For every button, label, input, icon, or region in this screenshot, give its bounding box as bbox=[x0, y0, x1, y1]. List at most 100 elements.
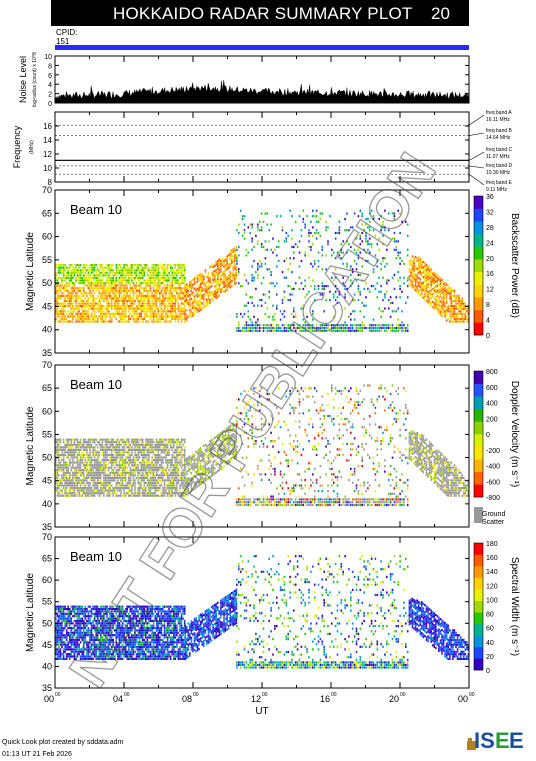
velocity-cell bbox=[76, 459, 79, 462]
velocity-cell bbox=[120, 448, 122, 451]
velocity-cell bbox=[124, 456, 127, 459]
power-cell bbox=[103, 299, 105, 303]
power-cell bbox=[300, 307, 303, 310]
velocity-cell bbox=[146, 451, 149, 454]
power-cell bbox=[323, 326, 325, 330]
power-cell bbox=[143, 297, 146, 300]
power-cell bbox=[291, 287, 293, 290]
power-cell bbox=[115, 284, 118, 287]
power-cell bbox=[165, 274, 167, 277]
velocity-cell bbox=[79, 481, 82, 485]
power-cell bbox=[176, 297, 178, 300]
power-cell bbox=[151, 302, 153, 305]
velocity-cell bbox=[106, 459, 108, 462]
power-cell bbox=[115, 294, 118, 297]
power-cell bbox=[62, 320, 65, 323]
power-cell bbox=[285, 326, 288, 330]
velocity-cell bbox=[128, 474, 130, 477]
velocity-cell bbox=[76, 443, 79, 446]
power-cell bbox=[445, 301, 448, 304]
velocity-cell bbox=[82, 489, 85, 492]
velocity-cell bbox=[81, 492, 83, 495]
power-cell bbox=[179, 294, 181, 297]
velocity-cell bbox=[137, 438, 139, 441]
power-cell bbox=[67, 266, 69, 269]
power-cell bbox=[86, 284, 88, 287]
velocity-cell bbox=[141, 489, 144, 492]
power-cell bbox=[293, 326, 295, 330]
power-cell bbox=[61, 264, 63, 267]
power-cell bbox=[453, 312, 456, 315]
power-cell bbox=[220, 275, 222, 278]
velocity-cell bbox=[187, 482, 190, 485]
power-cell bbox=[73, 294, 76, 297]
power-cell bbox=[308, 276, 310, 279]
power-cell bbox=[76, 320, 79, 323]
velocity-cell bbox=[59, 453, 62, 457]
velocity-cell bbox=[145, 471, 147, 474]
velocity-cell bbox=[195, 483, 197, 487]
velocity-cell bbox=[56, 464, 59, 467]
power-cell bbox=[336, 296, 339, 299]
velocity-cell bbox=[78, 489, 80, 492]
power-cell bbox=[126, 289, 128, 292]
velocity-cell bbox=[110, 469, 113, 472]
velocity-cell bbox=[148, 443, 150, 446]
velocity-cell bbox=[149, 494, 152, 497]
velocity-cell bbox=[67, 476, 69, 479]
velocity-cell bbox=[100, 474, 102, 477]
power-cell bbox=[421, 287, 423, 290]
power-cell bbox=[90, 315, 93, 318]
power-cell bbox=[100, 315, 102, 318]
power-cell bbox=[160, 266, 163, 269]
power-cell bbox=[115, 264, 118, 267]
power-cell bbox=[438, 291, 440, 294]
power-cell bbox=[121, 305, 124, 308]
power-cell bbox=[283, 240, 286, 243]
power-cell bbox=[117, 310, 119, 313]
velocity-cell bbox=[190, 461, 193, 465]
power-cell bbox=[115, 282, 118, 285]
velocity-cell bbox=[154, 476, 156, 479]
velocity-cell bbox=[95, 464, 97, 467]
power-cell bbox=[304, 324, 306, 327]
power-cell bbox=[306, 326, 308, 330]
power-cell bbox=[103, 294, 105, 297]
power-cell bbox=[308, 254, 310, 257]
power-cell bbox=[235, 258, 238, 261]
velocity-cell bbox=[65, 479, 68, 482]
velocity-cell bbox=[81, 461, 83, 464]
power-cell bbox=[380, 329, 382, 332]
power-cell bbox=[95, 284, 97, 287]
velocity-cell bbox=[131, 453, 133, 457]
power-cell bbox=[382, 259, 384, 263]
power-cell bbox=[115, 299, 118, 303]
power-cell bbox=[61, 294, 63, 297]
velocity-cell bbox=[100, 479, 102, 482]
velocity-cell bbox=[177, 461, 180, 464]
power-cell bbox=[169, 302, 172, 305]
power-cell bbox=[217, 293, 219, 296]
power-cell bbox=[215, 261, 217, 264]
power-cell bbox=[132, 297, 135, 300]
power-cell bbox=[96, 279, 99, 282]
velocity-cell bbox=[146, 459, 149, 462]
power-cell bbox=[268, 282, 270, 285]
power-ytick-label: 50 bbox=[42, 278, 52, 288]
power-cell bbox=[350, 273, 352, 276]
power-cell bbox=[204, 271, 207, 274]
power-cell bbox=[154, 264, 156, 267]
power-cell bbox=[424, 298, 426, 301]
velocity-cell bbox=[78, 476, 80, 479]
power-cell bbox=[344, 293, 346, 296]
power-cell bbox=[73, 266, 76, 269]
power-cell bbox=[247, 301, 250, 304]
power-cell bbox=[327, 240, 329, 243]
power-cell bbox=[255, 321, 257, 324]
power-cell bbox=[336, 231, 339, 235]
power-cell bbox=[157, 310, 160, 313]
power-cell bbox=[455, 294, 457, 297]
velocity-cell bbox=[82, 446, 85, 449]
power-cell bbox=[227, 267, 230, 270]
velocity-cell bbox=[59, 461, 62, 464]
